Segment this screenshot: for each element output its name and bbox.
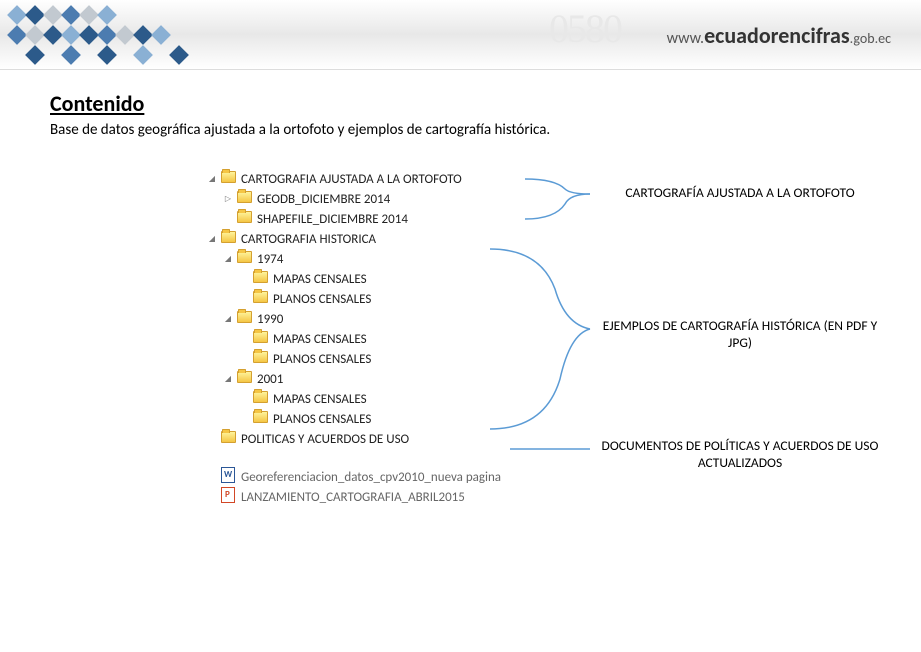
tree-item-label: PLANOS CENSALES (273, 292, 371, 307)
tree-item-label: SHAPEFILE_DICIEMBRE 2014 (257, 212, 408, 227)
page-subtitle: Base de datos geográfica ajustada a la o… (50, 121, 871, 159)
tree-item-label: 1974 (257, 252, 283, 267)
page-title: Contenido (50, 90, 871, 117)
annotation-3: DOCUMENTOS DE POLÍTICAS Y ACUERDOS DE US… (595, 437, 885, 471)
folder-icon (235, 251, 253, 267)
folder-icon (235, 371, 253, 387)
logo-cubes (0, 0, 210, 75)
tree-item-label: 1990 (257, 312, 283, 327)
tree-item-label: 2001 (257, 372, 283, 387)
header-watermark: 0580 (549, 5, 621, 52)
url-prefix: www. (667, 29, 704, 48)
expand-toggle-icon[interactable]: ◢ (221, 374, 235, 384)
folder-icon (251, 411, 269, 427)
expand-toggle-icon[interactable]: ◢ (205, 234, 219, 244)
header-url: www.ecuadorencifras.gob.ec (667, 22, 891, 49)
folder-icon (219, 171, 237, 187)
folder-icon (251, 331, 269, 347)
tree-item-label: MAPAS CENSALES (273, 332, 367, 347)
url-suffix: .gob.ec (850, 30, 891, 47)
tree-item-label: MAPAS CENSALES (273, 392, 367, 407)
tree-item-label: POLITICAS Y ACUERDOS DE USO (241, 432, 409, 447)
annotation-1: CARTOGRAFÍA AJUSTADA A LA ORTOFOTO (595, 184, 885, 201)
folder-icon (219, 431, 237, 447)
folder-icon (251, 391, 269, 407)
annotation-2: EJEMPLOS DE CARTOGRAFÍA HISTÓRICA (EN PD… (595, 317, 885, 351)
folder-icon (235, 211, 253, 227)
tree-item-label: PLANOS CENSALES (273, 352, 371, 367)
word-file-icon (219, 467, 237, 487)
folder-icon (219, 231, 237, 247)
expand-toggle-icon[interactable]: ◢ (221, 314, 235, 324)
expand-toggle-icon[interactable]: ▷ (221, 194, 235, 204)
folder-icon (235, 311, 253, 327)
powerpoint-file-icon (219, 487, 237, 507)
expand-toggle-icon[interactable]: ◢ (221, 254, 235, 264)
tree-item-label: MAPAS CENSALES (273, 272, 367, 287)
folder-icon (251, 291, 269, 307)
page-header: 0580 www.ecuadorencifras.gob.ec (0, 0, 921, 70)
folder-icon (251, 351, 269, 367)
url-brand: ecuadorencifras (704, 22, 850, 49)
expand-toggle-icon[interactable]: ◢ (205, 174, 219, 184)
folder-icon (235, 191, 253, 207)
tree-item-label: LANZAMIENTO_CARTOGRAFIA_ABRIL2015 (241, 490, 465, 505)
content-area: Contenido Base de datos geográfica ajust… (0, 70, 921, 159)
tree-item-label: CARTOGRAFIA AJUSTADA A LA ORTOFOTO (241, 172, 462, 187)
folder-icon (251, 271, 269, 287)
tree-item-label: CARTOGRAFIA HISTORICA (241, 232, 376, 247)
tree-item-label: PLANOS CENSALES (273, 412, 371, 427)
tree-item-label: GEODB_DICIEMBRE 2014 (257, 192, 390, 207)
